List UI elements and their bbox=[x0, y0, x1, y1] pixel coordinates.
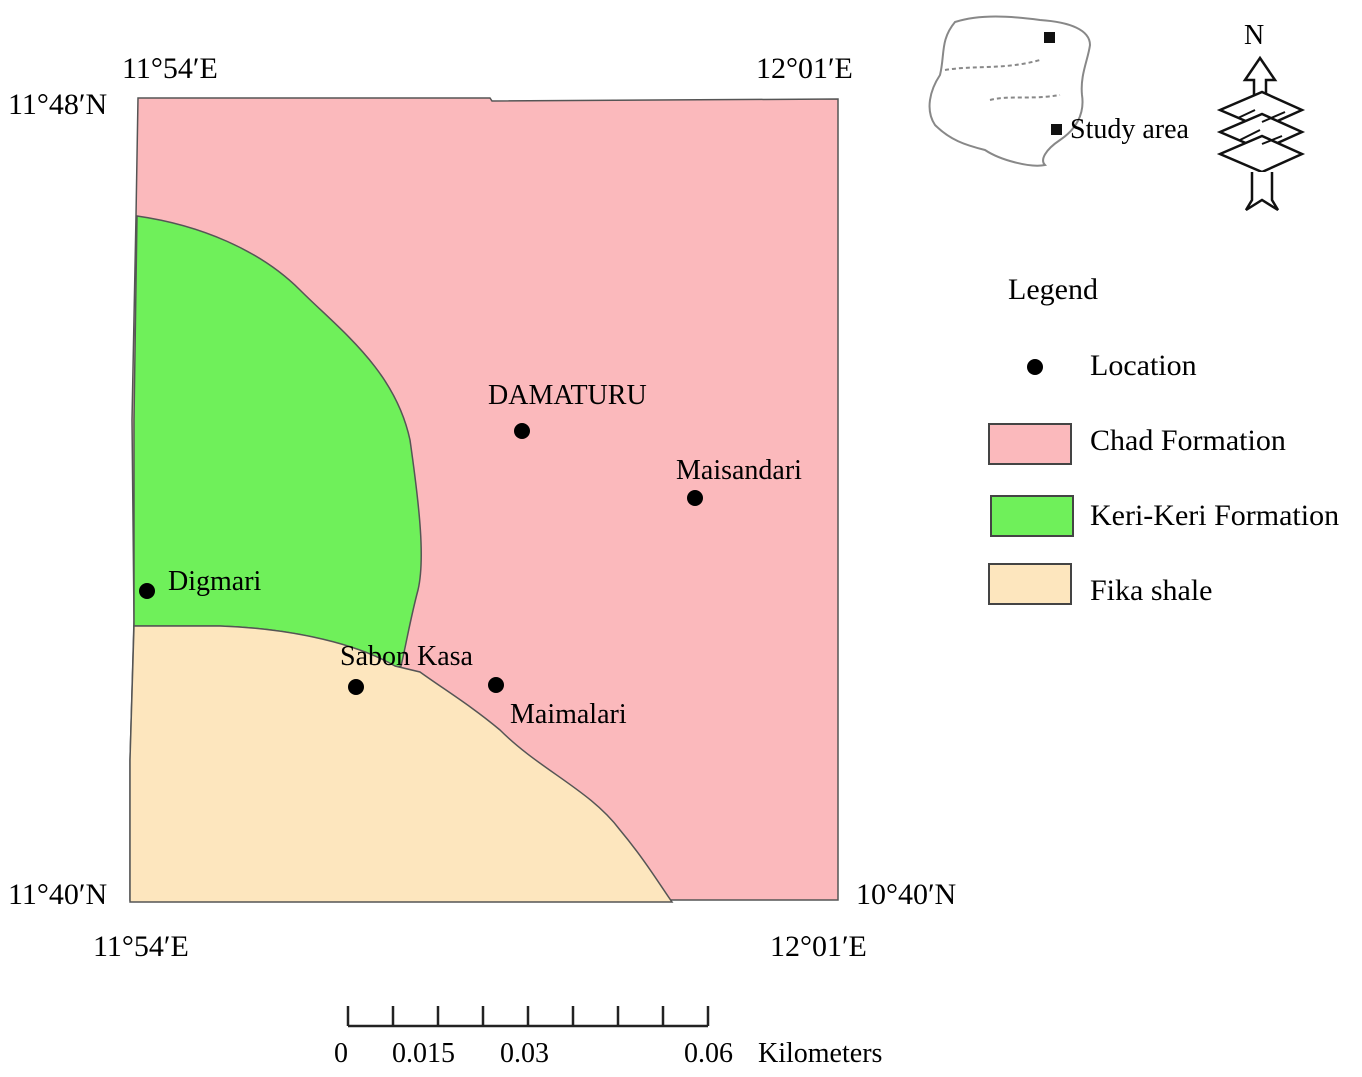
place-label-damaturu: DAMATURU bbox=[488, 380, 647, 411]
legend-label-fika: Fika shale bbox=[1090, 574, 1213, 607]
location-dot-damaturu bbox=[514, 423, 530, 439]
coord-bottom-left-lat: 11°40′N bbox=[8, 878, 108, 911]
place-label-maisandari: Maisandari bbox=[676, 455, 802, 486]
coord-bottom-left-lon: 11°54′E bbox=[93, 930, 189, 963]
location-dot-maisandari bbox=[687, 490, 703, 506]
coord-top-right-lon: 12°01′E bbox=[756, 52, 853, 85]
study-area-legend-marker bbox=[1051, 124, 1062, 135]
scale-tick-003: 0.03 bbox=[500, 1038, 549, 1069]
north-label: N bbox=[1244, 20, 1265, 51]
scale-tick-0015: 0.015 bbox=[392, 1038, 455, 1069]
scale-tick-006: 0.06 bbox=[684, 1038, 733, 1069]
place-label-digmari: Digmari bbox=[168, 566, 262, 597]
place-label-maimalari: Maimalari bbox=[510, 699, 627, 730]
nigeria-inset-map bbox=[928, 15, 1092, 167]
location-dot-sabon-kasa bbox=[348, 679, 364, 695]
legend-label-keri-keri: Keri-Keri Formation bbox=[1090, 499, 1340, 532]
legend-swatch-fika bbox=[988, 563, 1072, 605]
location-dot-digmari bbox=[139, 583, 155, 599]
coord-top-left-lat: 11°48′N bbox=[8, 88, 108, 121]
location-dot-maimalari bbox=[488, 677, 504, 693]
legend-label-chad: Chad Formation bbox=[1090, 424, 1286, 457]
place-label-sabon-kasa: Sabon Kasa bbox=[340, 641, 473, 672]
fika-shale-area bbox=[129, 625, 674, 903]
legend-location-label: Location bbox=[1090, 349, 1197, 382]
legend-location-dot bbox=[1027, 359, 1043, 375]
study-area-label: Study area bbox=[1070, 114, 1189, 145]
scale-unit: Kilometers bbox=[758, 1038, 883, 1069]
legend-title: Legend bbox=[1008, 273, 1098, 306]
legend-swatch-chad bbox=[988, 423, 1072, 465]
scale-tick-0: 0 bbox=[334, 1038, 348, 1069]
coord-bottom-right-lon: 12°01′E bbox=[770, 930, 867, 963]
legend-swatch-keri-keri bbox=[990, 495, 1074, 537]
inset-study-area-marker bbox=[1044, 32, 1055, 43]
coord-top-left-lon: 11°54′E bbox=[122, 52, 218, 85]
scale-bar bbox=[346, 1006, 710, 1028]
coord-bottom-right-lat: 10°40′N bbox=[856, 878, 957, 911]
north-arrow-icon bbox=[1216, 55, 1306, 212]
